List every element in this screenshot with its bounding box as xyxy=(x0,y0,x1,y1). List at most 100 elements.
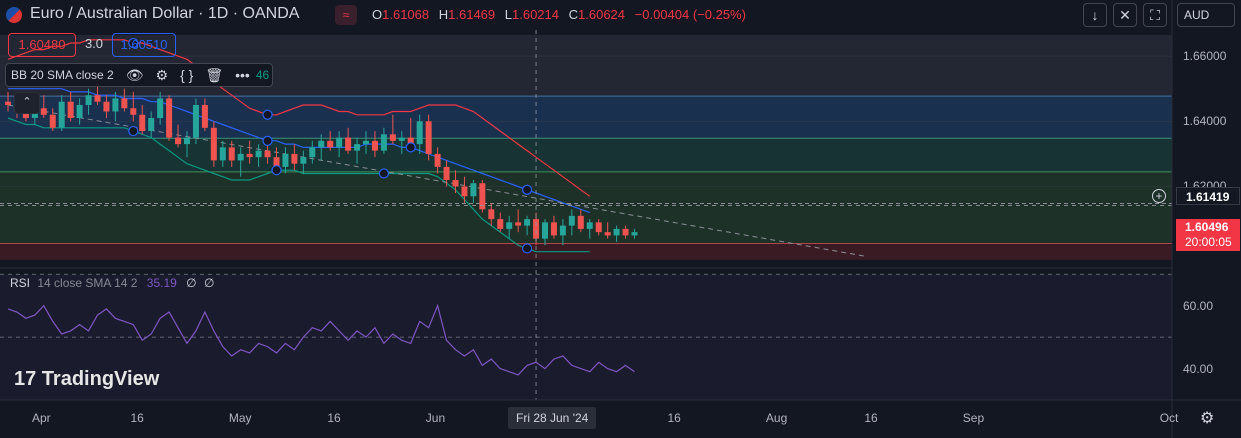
price-zone-1 xyxy=(0,96,1172,139)
bb-lower-line xyxy=(7,117,590,253)
crosshair-time-label: Fri 28 Jun '24 xyxy=(508,407,597,429)
time-tick-label: May xyxy=(228,411,252,425)
candle-body xyxy=(380,134,387,151)
candle-body xyxy=(201,104,208,128)
time-axis-settings-icon[interactable]: ⚙ xyxy=(1200,410,1215,427)
candle-body xyxy=(157,98,164,119)
sell-button[interactable]: 1.60480 xyxy=(8,33,76,57)
bar-countdown: 20:00:05 xyxy=(1185,235,1232,249)
currency-select[interactable]: AUD xyxy=(1177,3,1235,27)
candle-body xyxy=(613,228,620,236)
candle-body xyxy=(506,222,513,229)
candle-body xyxy=(40,108,47,115)
candle-body xyxy=(425,121,432,154)
settings-icon[interactable]: ⚙ xyxy=(155,66,169,83)
candle-body xyxy=(497,219,504,229)
collapse-panes-button[interactable]: ✕ xyxy=(1113,3,1137,27)
collapse-icon: ✕ xyxy=(1119,7,1131,23)
time-tick-label: 16 xyxy=(130,411,144,425)
candle-body xyxy=(139,114,146,132)
candle-body xyxy=(336,137,343,148)
candle-body xyxy=(461,186,468,197)
candle-body xyxy=(604,232,611,236)
candle-body xyxy=(255,150,262,158)
price-zone-3 xyxy=(0,171,1172,244)
candle-body xyxy=(479,183,486,210)
candle-body xyxy=(568,215,575,226)
crosshair-price-label: 1.61419 xyxy=(1176,187,1240,205)
candle-body xyxy=(58,101,65,128)
candle-body xyxy=(550,222,557,236)
candle-body xyxy=(407,137,414,145)
candle-body xyxy=(524,219,531,226)
anchor-point xyxy=(521,184,533,195)
candle-body xyxy=(228,147,235,161)
rsi-tick-label: 60.00 xyxy=(1183,298,1214,313)
high-value: 1.61469 xyxy=(448,7,496,22)
rsi-band-value: ∅ xyxy=(203,276,215,290)
ohlc-values: O1.61068 H1.61469 L1.60214 C1.60624 −0.0… xyxy=(372,7,752,22)
open-label: O xyxy=(372,7,383,22)
bb-basis-line xyxy=(8,88,591,214)
symbol-flag-icon xyxy=(6,7,22,23)
price-tick-label: 1.66000 xyxy=(1183,49,1227,64)
candle-body xyxy=(559,225,566,236)
candle-body xyxy=(5,101,11,105)
candle-body xyxy=(416,121,423,145)
tradingview-logo[interactable]: 17 TradingView xyxy=(14,368,160,390)
anchor-point xyxy=(262,135,273,146)
candle-body xyxy=(166,98,173,138)
candle-body xyxy=(309,147,316,158)
candle-body xyxy=(175,137,182,145)
change-value: −0.00404 (−0.25%) xyxy=(634,7,746,22)
candle-body xyxy=(363,140,369,145)
bb-legend[interactable]: BB 20 SMA close 2 👁 ⚙ { } 🗑 ••• 46 xyxy=(5,63,273,87)
candle-body xyxy=(112,98,119,112)
rsi-ma-value: ∅ xyxy=(186,276,197,290)
time-tick-label: 16 xyxy=(327,411,341,425)
candle-body xyxy=(76,104,83,119)
delete-icon[interactable]: 🗑 xyxy=(205,66,224,83)
rsi-legend[interactable]: RSI 14 close SMA 14 2 35.19 ∅ ∅ xyxy=(10,276,214,290)
candle-body xyxy=(398,137,405,141)
candle-body xyxy=(389,134,396,141)
symbol-title[interactable]: Euro / Australian Dollar · 1D · OANDA xyxy=(30,5,300,22)
candle-body xyxy=(264,150,271,158)
bb-legend-label: BB 20 SMA close 2 xyxy=(11,68,114,82)
rsi-name: RSI xyxy=(10,276,31,290)
close-label: C xyxy=(568,7,579,22)
candle-body xyxy=(586,222,593,229)
anchor-point xyxy=(262,109,273,120)
price-tick-label: 1.64000 xyxy=(1183,114,1227,129)
anchor-point xyxy=(128,125,139,137)
chevron-up-icon: ⌃ xyxy=(22,96,32,108)
candle-body xyxy=(542,222,548,239)
anchor-point xyxy=(271,165,282,176)
candle-body xyxy=(300,157,307,164)
time-tick-label: Oct xyxy=(1159,411,1179,425)
fullscreen-icon: ⛶ xyxy=(1150,7,1160,23)
low-value: 1.60214 xyxy=(512,7,559,22)
buy-button[interactable]: 1.60510 xyxy=(112,33,176,57)
collapse-legend-button[interactable]: ⌃ xyxy=(14,92,40,114)
scroll-down-button[interactable]: ↓ xyxy=(1083,3,1107,27)
symbol-badge[interactable]: ≈ xyxy=(335,5,357,25)
candle-body xyxy=(67,101,74,119)
candle-body xyxy=(192,104,199,138)
eye-icon[interactable]: 👁 xyxy=(125,66,144,83)
candle-body xyxy=(85,95,92,105)
fullscreen-button[interactable]: ⛶ xyxy=(1143,3,1167,27)
candle-body xyxy=(121,98,128,109)
source-code-icon[interactable]: { } xyxy=(180,67,194,83)
candle-body xyxy=(327,140,334,148)
time-tick-label: 16 xyxy=(864,411,878,425)
candle-body xyxy=(219,147,226,161)
rsi-value: 35.19 xyxy=(146,276,177,290)
time-tick-label: Aug xyxy=(765,411,788,425)
candle-body xyxy=(103,101,110,112)
candle-body xyxy=(184,137,190,145)
more-icon[interactable]: ••• xyxy=(235,67,250,83)
add-alert-icon[interactable]: + xyxy=(1152,189,1166,203)
arrow-down-icon: ↓ xyxy=(1091,7,1099,23)
